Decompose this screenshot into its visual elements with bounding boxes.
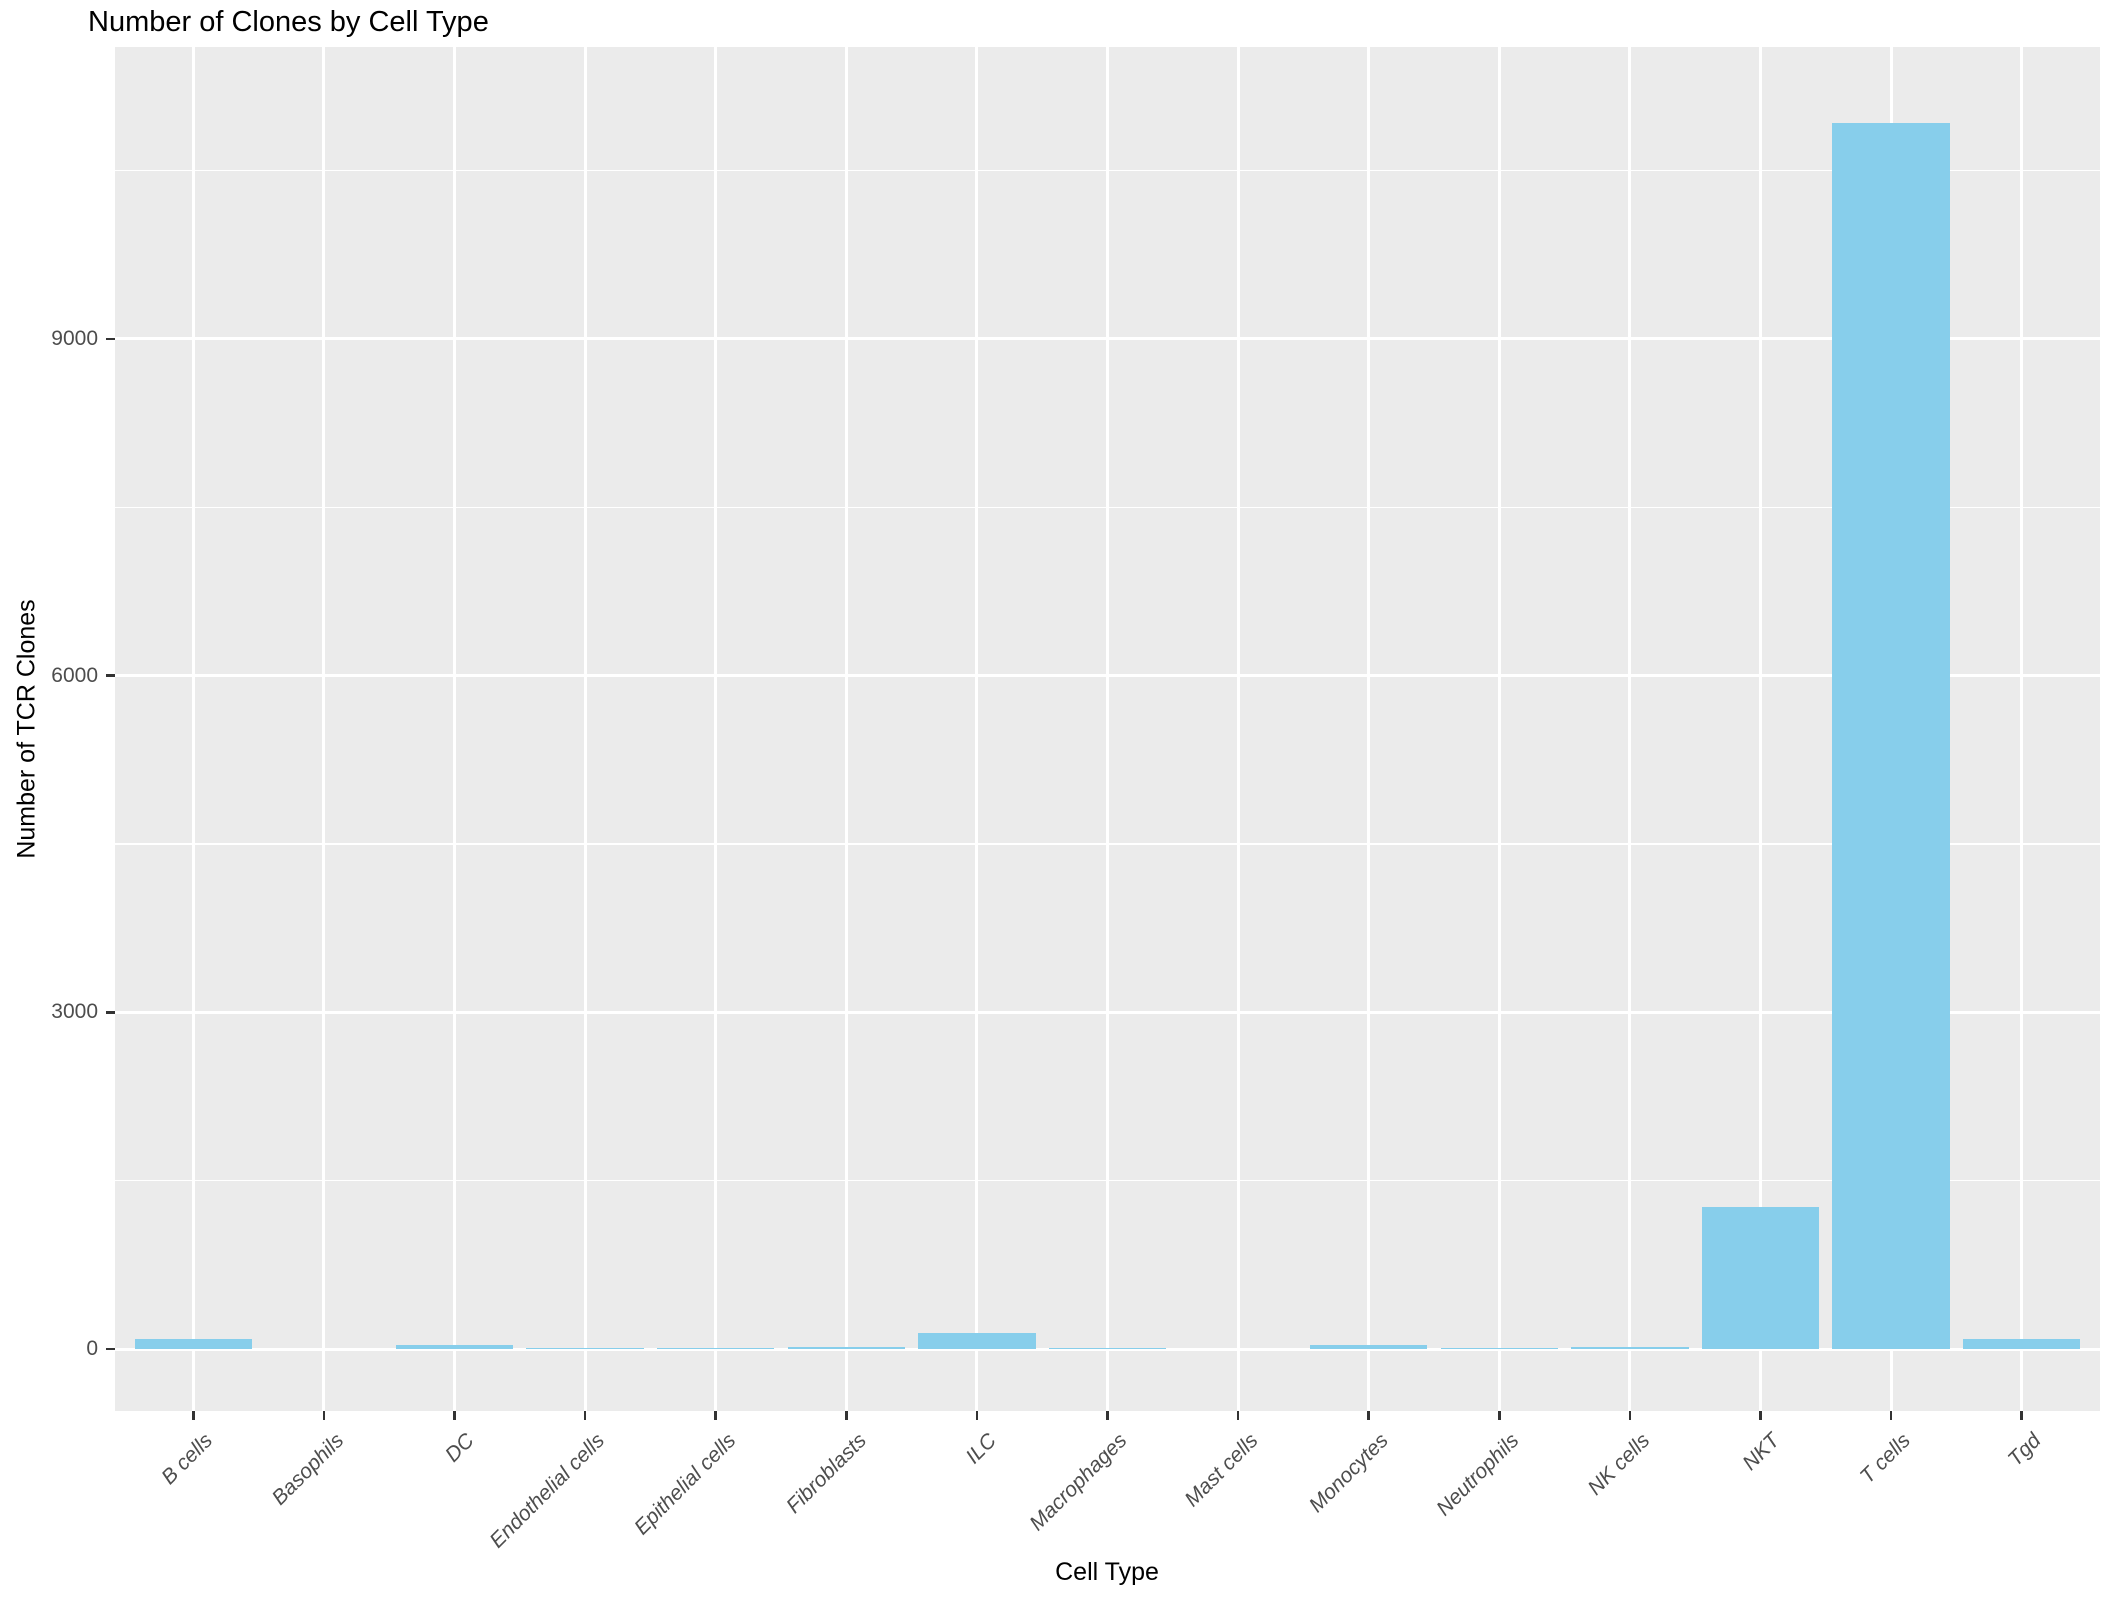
x-tick-mark-t-cells xyxy=(1889,1411,1893,1420)
gridline-x-b-cells xyxy=(191,47,195,1411)
y-tick-mark-6000 xyxy=(106,674,115,677)
x-tick-mark-ilc xyxy=(975,1411,979,1420)
bar-fibroblasts xyxy=(787,1347,906,1349)
bar-dc xyxy=(395,1345,514,1349)
gridline-x-mast-cells xyxy=(1236,47,1240,1411)
gridline-x-macrophages xyxy=(1106,47,1109,1411)
bar-endothelial-cells xyxy=(526,1347,644,1349)
x-tick-mark-epithelial-cells xyxy=(714,1411,717,1420)
gridline-x-monocytes xyxy=(1367,47,1371,1411)
gridline-x-epithelial-cells xyxy=(714,47,718,1411)
x-tick-mark-fibroblasts xyxy=(845,1411,848,1420)
gridline-x-dc xyxy=(453,47,457,1411)
bar-nk-cells xyxy=(1571,1347,1689,1349)
plot-panel xyxy=(115,47,2100,1411)
x-tick-mark-b-cells xyxy=(192,1411,195,1420)
x-tick-mark-monocytes xyxy=(1367,1411,1370,1420)
y-tick-mark-9000 xyxy=(106,337,115,341)
gridline-x-fibroblasts xyxy=(844,47,848,1411)
x-tick-mark-dc xyxy=(453,1411,456,1420)
x-tick-mark-neutrophils xyxy=(1498,1411,1501,1420)
bar-monocytes xyxy=(1309,1344,1428,1349)
x-tick-mark-basophils xyxy=(322,1411,326,1420)
bar-ilc xyxy=(918,1332,1036,1349)
y-tick-mark-3000 xyxy=(106,1011,115,1014)
y-tick-label-3000: 3000 xyxy=(51,1000,98,1024)
gridline-x-ilc xyxy=(975,47,979,1411)
x-tick-mark-nkt xyxy=(1759,1411,1762,1420)
y-axis-title: Number of TCR Clones xyxy=(12,599,41,859)
bar-b-cells xyxy=(134,1339,253,1349)
gridline-x-basophils xyxy=(322,47,326,1411)
y-tick-label-6000: 6000 xyxy=(51,663,98,687)
gridline-x-neutrophils xyxy=(1497,47,1501,1411)
bar-macrophages xyxy=(1048,1348,1167,1349)
x-tick-mark-nk-cells xyxy=(1628,1411,1632,1420)
y-tick-mark-0 xyxy=(106,1347,115,1351)
x-tick-mark-macrophages xyxy=(1106,1411,1109,1420)
bar-epithelial-cells xyxy=(656,1347,775,1349)
y-tick-label-9000: 9000 xyxy=(51,326,98,350)
gridline-x-tgd xyxy=(2020,47,2024,1411)
bar-neutrophils xyxy=(1440,1347,1559,1349)
x-tick-mark-endothelial-cells xyxy=(583,1411,587,1420)
gridline-x-nk-cells xyxy=(1628,47,1632,1411)
gridline-x-nkt xyxy=(1758,47,1762,1411)
y-tick-label-0: 0 xyxy=(86,1337,98,1360)
bar-t-cells xyxy=(1832,122,1950,1349)
x-tick-mark-mast-cells xyxy=(1236,1411,1240,1420)
bar-nkt xyxy=(1701,1207,1820,1349)
plot-title: Number of Clones by Cell Type xyxy=(88,6,489,38)
x-axis-title: Cell Type xyxy=(1055,1558,1159,1586)
gridline-x-endothelial-cells xyxy=(583,47,587,1411)
bar-tgd xyxy=(1962,1338,2081,1349)
x-tick-mark-tgd xyxy=(2020,1411,2023,1420)
